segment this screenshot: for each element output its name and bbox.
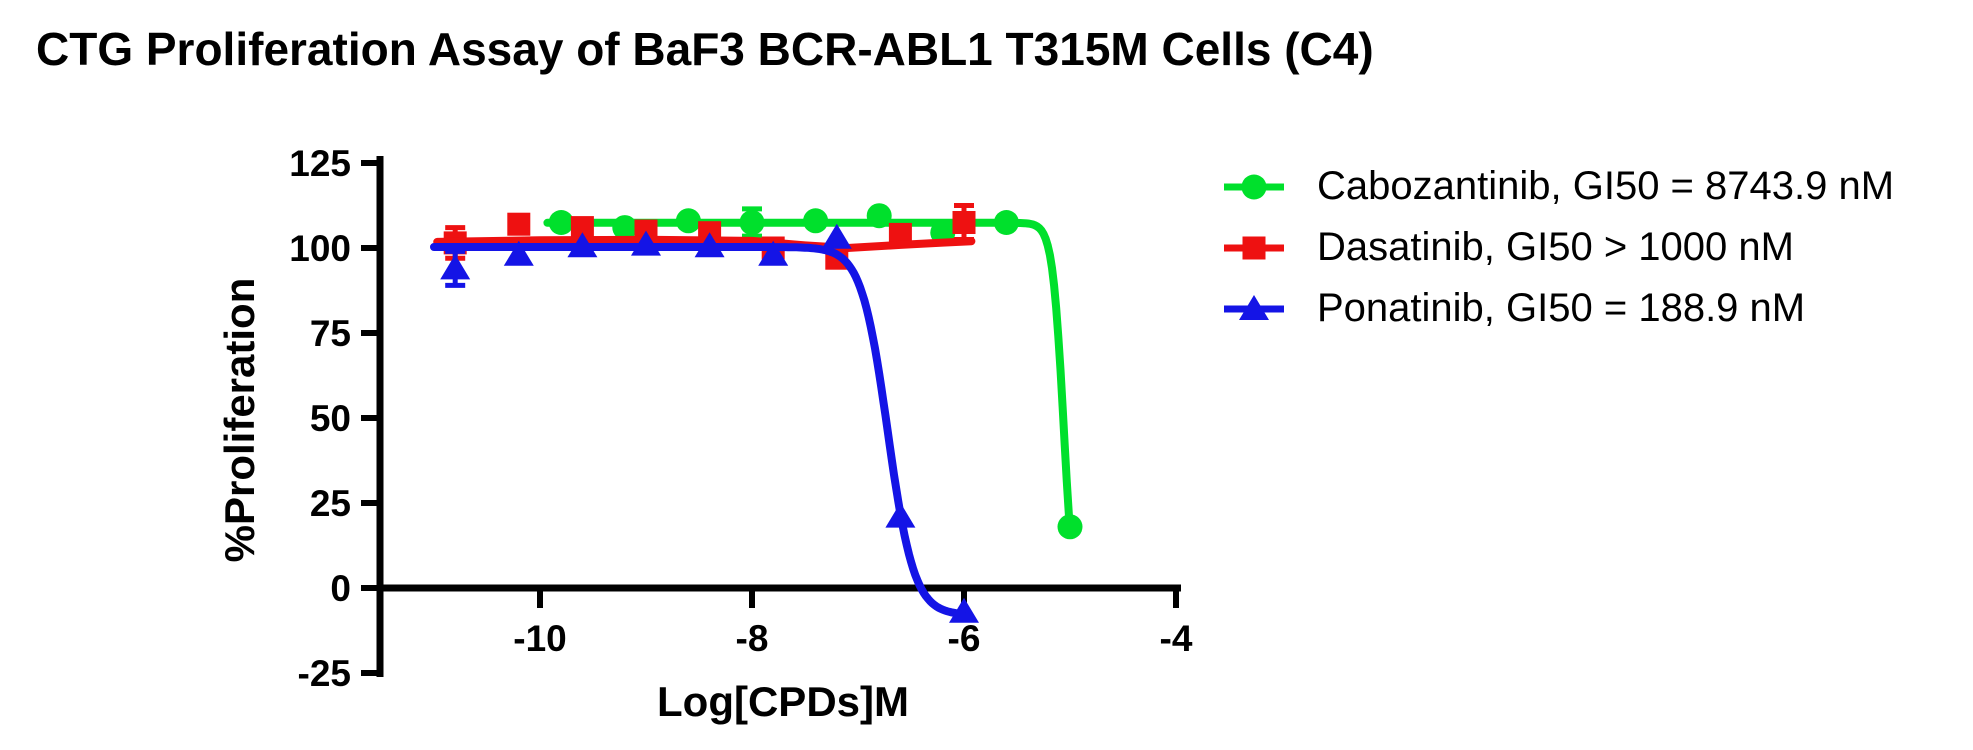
y-tick-label: 50 bbox=[310, 398, 351, 439]
data-point-triangle bbox=[440, 254, 471, 280]
legend-marker-triangle-icon bbox=[1224, 294, 1284, 320]
legend-label-cabozantinib: Cabozantinib, GI50 = 8743.9 nM bbox=[1317, 164, 1895, 208]
data-point-triangle bbox=[821, 223, 852, 249]
y-axis-label: %Proliferation bbox=[216, 278, 263, 563]
data-point-circle bbox=[1057, 514, 1083, 540]
x-tick-label: -10 bbox=[513, 618, 566, 659]
chart-legend: Cabozantinib, GI50 = 8743.9 nM Dasatinib… bbox=[1222, 156, 1894, 339]
legend-label-ponatinib: Ponatinib, GI50 = 188.9 nM bbox=[1317, 286, 1806, 330]
legend-marker-circle-icon bbox=[1224, 174, 1284, 199]
data-point-triangle bbox=[503, 240, 534, 266]
y-tick-label: 100 bbox=[289, 228, 351, 269]
y-tick-label: 75 bbox=[310, 313, 351, 354]
y-tick-label: 0 bbox=[330, 568, 351, 609]
data-point-square bbox=[1242, 236, 1266, 259]
data-point-circle bbox=[1241, 174, 1267, 199]
x-tick-label: -8 bbox=[736, 618, 769, 659]
data-point-triangle bbox=[1239, 294, 1269, 320]
y-tick-label: -25 bbox=[298, 653, 351, 694]
legend-item-cabozantinib: Cabozantinib, GI50 = 8743.9 nM bbox=[1222, 156, 1894, 217]
legend-item-dasatinib: Dasatinib, GI50 > 1000 nM bbox=[1222, 217, 1894, 278]
x-axis-label: Log[CPDs]M bbox=[657, 678, 909, 725]
fit-curve bbox=[430, 243, 966, 618]
legend-label-dasatinib: Dasatinib, GI50 > 1000 nM bbox=[1317, 225, 1794, 269]
chart-title: CTG Proliferation Assay of BaF3 BCR-ABL1… bbox=[36, 23, 1374, 75]
x-tick-label: -6 bbox=[948, 618, 981, 659]
series-ponatinib bbox=[440, 223, 979, 623]
legend-marker-square-icon bbox=[1224, 236, 1284, 259]
y-tick-label: 25 bbox=[310, 483, 351, 524]
data-point-square bbox=[570, 216, 594, 240]
y-tick-label: 125 bbox=[289, 143, 351, 184]
fit-curve bbox=[543, 218, 1073, 520]
data-point-square bbox=[888, 222, 912, 246]
x-tick-label: -4 bbox=[1160, 618, 1193, 659]
data-point-square bbox=[952, 211, 976, 234]
data-point-square bbox=[507, 212, 531, 236]
data-point-triangle bbox=[758, 240, 789, 266]
legend-item-ponatinib: Ponatinib, GI50 = 188.9 nM bbox=[1222, 278, 1894, 339]
series-cabozantinib bbox=[548, 203, 1083, 540]
